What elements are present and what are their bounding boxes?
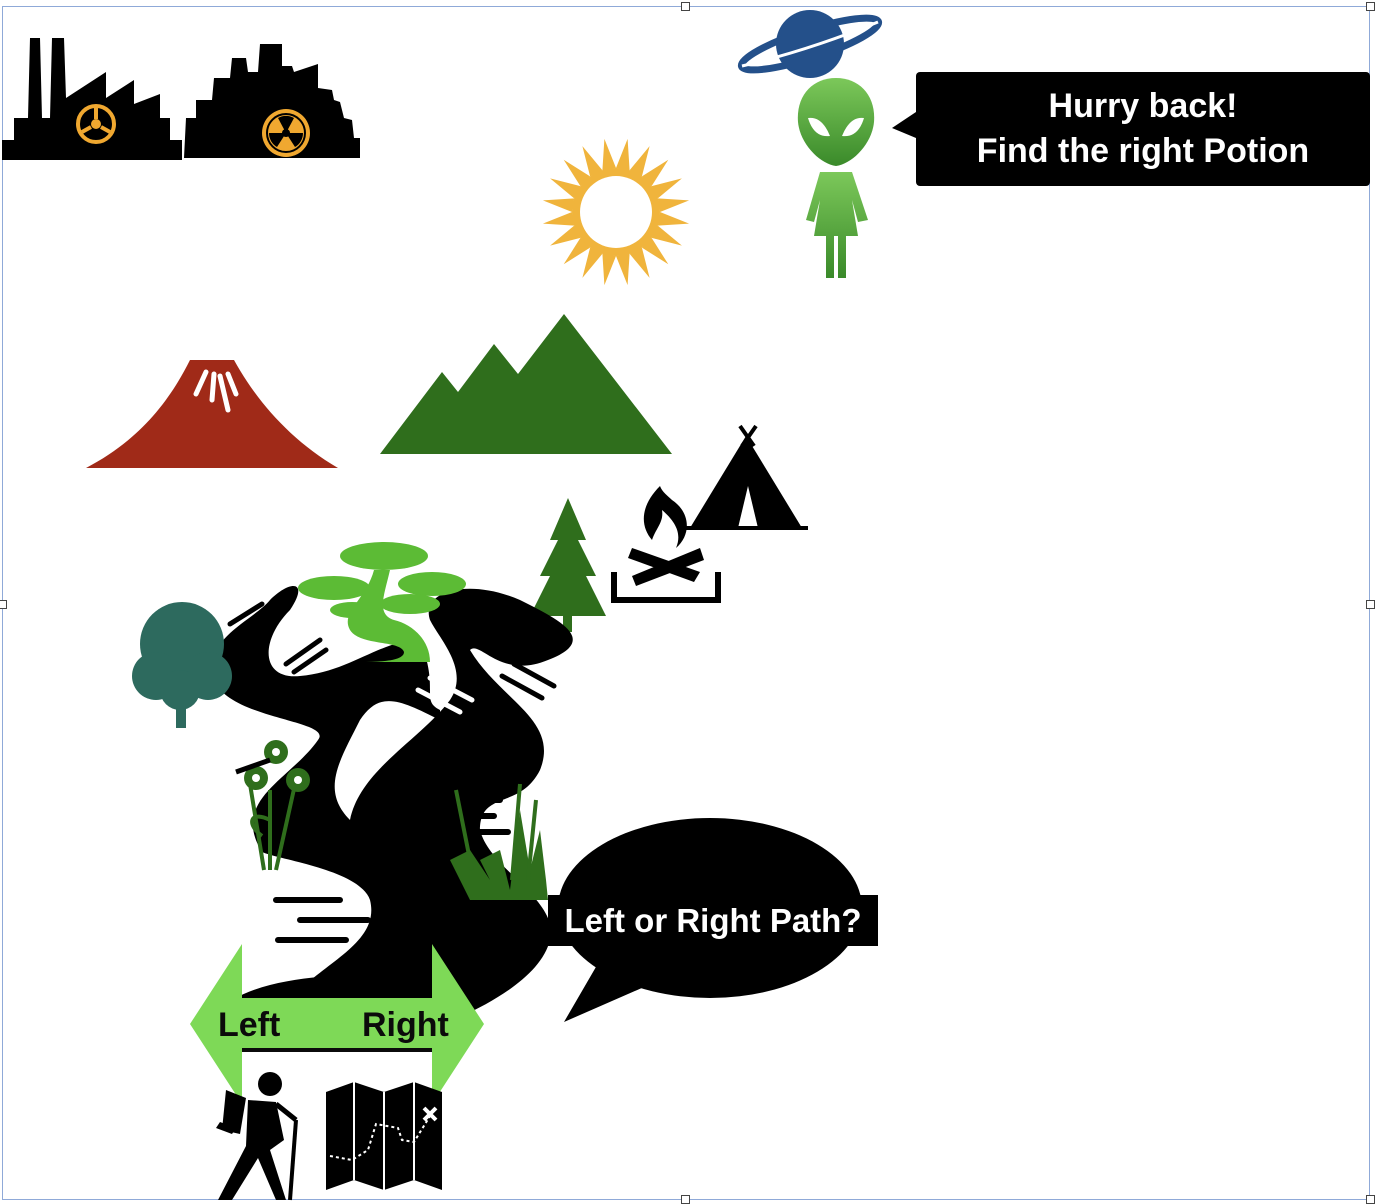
tent-icon	[686, 424, 808, 530]
resize-handle-right[interactable]	[1366, 600, 1375, 609]
bonsai-tree-icon	[298, 542, 466, 662]
pine-tree-icon	[530, 498, 606, 632]
sun-rays	[542, 138, 690, 286]
left-label[interactable]: Left	[218, 1006, 281, 1044]
oak-tree-icon	[132, 602, 232, 728]
flowers-icon	[235, 740, 310, 871]
resize-handle-top-right[interactable]	[1366, 2, 1375, 11]
resize-handle-top[interactable]	[681, 2, 690, 11]
planet-icon	[737, 10, 883, 78]
grass-icon	[450, 783, 548, 900]
mountains-icon	[380, 314, 672, 454]
map-icon	[326, 1082, 442, 1190]
sun-icon	[542, 138, 690, 286]
alien-speech-tail	[892, 112, 916, 138]
alien-icon	[797, 78, 875, 278]
left-right-arrow[interactable]	[190, 944, 484, 1104]
city-radiation-icon	[184, 44, 360, 158]
path-question-text: Left or Right Path?	[548, 895, 878, 946]
resize-handle-left[interactable]	[0, 600, 7, 609]
factory-biohazard-icon	[2, 38, 182, 160]
alien-speech-line-1: Hurry back!	[1048, 87, 1238, 125]
alien-speech-line-2: Find the right Potion	[976, 132, 1310, 170]
hiker-icon	[216, 1072, 298, 1201]
right-label[interactable]: Right	[362, 1006, 449, 1044]
volcano-icon	[86, 360, 338, 468]
campfire-icon	[611, 486, 721, 603]
winding-path-icon	[211, 586, 573, 1030]
alien-speech-box: Hurry back! Find the right Potion	[916, 72, 1370, 186]
